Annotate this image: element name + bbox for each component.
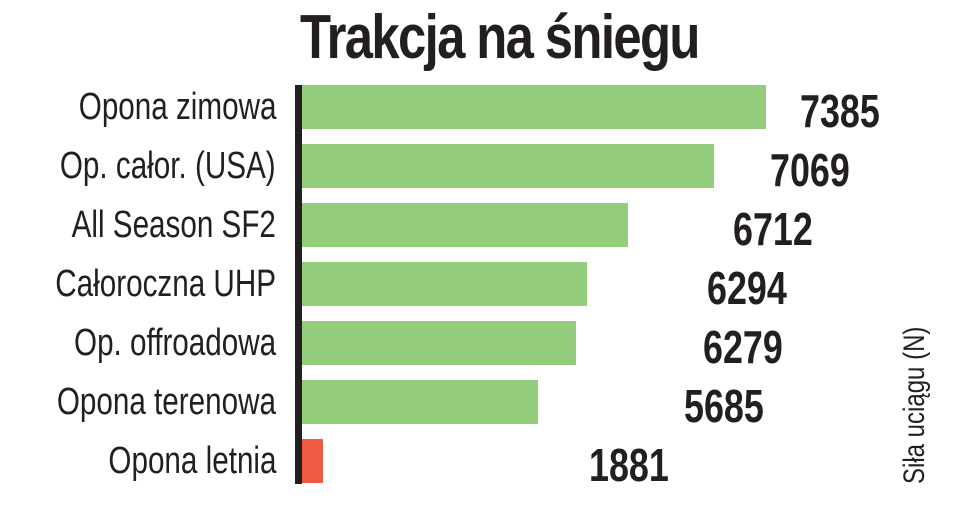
bar-row: All Season SF2 6712 [0,203,962,252]
value-label: 5685 [684,380,764,432]
axis-title: Siła uciągu (N) [898,326,931,484]
value-label: 6712 [733,203,813,255]
bar-row: Op. offroadowa 6279 [0,321,962,370]
chart-title: Trakcja na śniegu [300,3,700,72]
category-label: Opona letnia [107,440,276,482]
bar [302,262,587,306]
bar-row: Opona terenowa 5685 [0,380,962,429]
category-label: All Season SF2 [71,204,276,246]
category-label: Całoroczna UHP [55,263,276,305]
bar-highlight [302,439,323,483]
bar-row: Opona zimowa 7385 [0,85,962,134]
category-label: Op. całor. (USA) [60,145,276,187]
category-axis-line [295,85,302,484]
bar [302,321,576,365]
value-label: 7069 [770,144,850,196]
category-label: Op. offroadowa [73,322,276,364]
value-label: 1881 [589,439,669,491]
value-label: 7385 [800,85,880,137]
bar [302,380,538,424]
bar [302,203,628,247]
bar [302,144,714,188]
category-label: Opona terenowa [56,381,276,423]
value-label: 6279 [703,321,783,373]
bar-row: Opona letnia 1881 [0,439,962,488]
bar [302,85,766,129]
bar-row: Op. całor. (USA) 7069 [0,144,962,193]
bar-row: Całoroczna UHP 6294 [0,262,962,311]
value-label: 6294 [707,262,787,314]
category-label: Opona zimowa [78,86,276,128]
